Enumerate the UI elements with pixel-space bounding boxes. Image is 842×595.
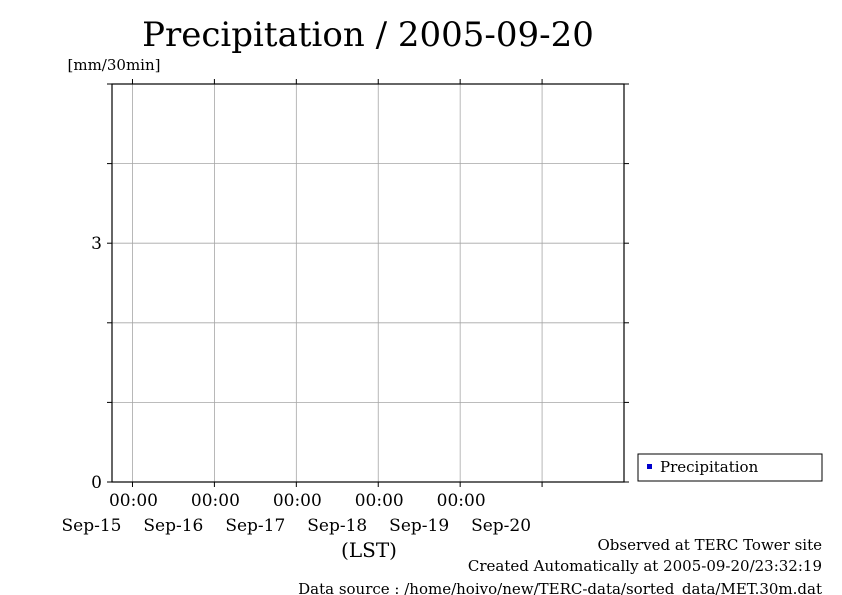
x-tick-date-label: Sep-17 [225, 516, 285, 536]
x-tick-date-label: Sep-15 [61, 516, 121, 536]
x-tick-time-label: 00:00 [109, 491, 158, 511]
legend-swatch-precipitation [647, 464, 652, 469]
x-tick-date-label: Sep-19 [389, 516, 449, 536]
grid-lines [112, 84, 624, 482]
y-axis-unit-label: [mm/30min] [68, 56, 161, 74]
x-tick-date-label: Sep-18 [307, 516, 367, 536]
y-axis-ticks: 03 [91, 83, 629, 493]
plot-frame [111, 83, 625, 483]
legend: Precipitation [637, 453, 823, 482]
x-tick-date-label: Sep-20 [471, 516, 531, 536]
x-axis-label: (LST) [341, 538, 397, 562]
x-tick-time-label: 00:00 [273, 491, 322, 511]
footer-data-source: Data source : /home/hoivo/new/TERC-data/… [298, 580, 822, 595]
legend-box [637, 453, 823, 482]
y-tick-label: 3 [91, 234, 102, 254]
footer-observed-site: Observed at TERC Tower site [597, 536, 822, 554]
x-tick-time-label: 00:00 [355, 491, 404, 511]
x-tick-date-label: Sep-16 [143, 516, 203, 536]
x-tick-time-label: 00:00 [191, 491, 240, 511]
y-tick-label: 0 [91, 473, 102, 493]
legend-label-precipitation: Precipitation [660, 458, 759, 476]
chart-title: Precipitation / 2005-09-20 [142, 15, 594, 55]
x-axis-ticks: 00:00 Sep-15 00:00 Sep-16 00:00 Sep-17 00:00 Se… [61, 79, 543, 536]
x-tick-time-label: 00:00 [437, 491, 486, 511]
footer-created-timestamp: Created Automatically at 2005-09-20/23:3… [468, 557, 822, 575]
